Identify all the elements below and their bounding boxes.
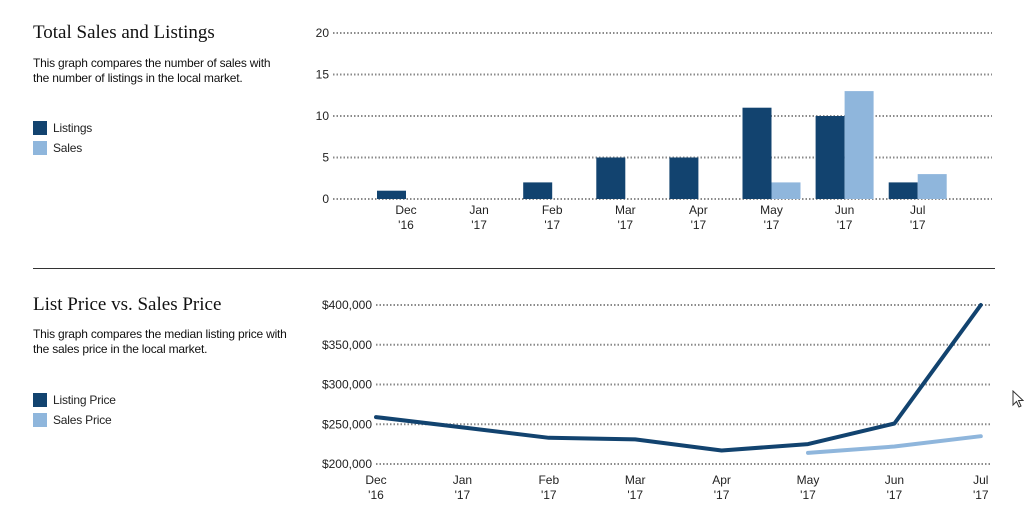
- bar-listings: [523, 182, 553, 199]
- section-divider: [33, 268, 995, 269]
- price-section: List Price vs. Sales Price This graph co…: [0, 270, 1024, 507]
- legend-item-listing-price: Listing Price: [33, 390, 116, 410]
- bar-sales: [917, 174, 947, 199]
- line-x-tick-label: Jun: [885, 473, 904, 487]
- legend-item-sales-price: Sales Price: [33, 410, 116, 430]
- price-title: List Price vs. Sales Price: [33, 294, 222, 315]
- legend-label-sales-price: Sales Price: [53, 413, 112, 427]
- line-x-tick-label: May: [797, 473, 820, 487]
- price-line-chart: $200,000 $250,000 $300,000 $350,000 $400,000…: [322, 298, 990, 502]
- price-legend: Listing Price Sales Price: [33, 390, 116, 430]
- line-y-tick-label: $400,000: [322, 298, 372, 312]
- legend-swatch-sales-price: [33, 413, 47, 427]
- legend-label-sales: Sales: [53, 141, 83, 155]
- bar-x-tick-label: Jul: [910, 203, 925, 217]
- bar-sales: [844, 91, 874, 199]
- line-x-tick-label: Jan: [453, 473, 472, 487]
- sales-listings-description: This graph compares the number of sales …: [33, 56, 271, 85]
- legend-item-sales: Sales: [33, 138, 92, 158]
- bar-sales: [771, 182, 801, 199]
- line-x-tick-label-year: '17: [627, 488, 643, 502]
- line-y-tick-label: $350,000: [322, 338, 372, 352]
- bar-x-tick-label-year: '17: [617, 218, 633, 232]
- line-series-sales-price: [806, 434, 983, 455]
- line-x-tick-label: Dec: [365, 473, 386, 487]
- legend-swatch-listing-price: [33, 393, 47, 407]
- line-x-tick-label: Mar: [625, 473, 646, 487]
- legend-swatch-listings: [33, 121, 47, 135]
- bar-listings: [669, 157, 699, 199]
- line-y-tick-label: $300,000: [322, 378, 372, 392]
- mouse-cursor-icon: [1012, 390, 1024, 408]
- bar-x-tick-label: Jun: [835, 203, 854, 217]
- bar-x-tick-label-year: '17: [691, 218, 707, 232]
- bar-listings: [596, 157, 626, 199]
- bar-y-tick-label: 5: [322, 151, 329, 165]
- bar-x-tick-label-year: '17: [910, 218, 926, 232]
- legend-swatch-sales: [33, 141, 47, 155]
- line-x-tick-label-year: '17: [714, 488, 730, 502]
- line-x-tick-label-year: '17: [541, 488, 557, 502]
- bar-x-tick-label-year: '16: [398, 218, 414, 232]
- bar-x-tick-label-year: '17: [837, 218, 853, 232]
- line-x-tick-label: Feb: [538, 473, 559, 487]
- bar-listings: [815, 116, 845, 199]
- line-y-tick-label: $250,000: [322, 417, 372, 431]
- line-x-tick-label-year: '17: [887, 488, 903, 502]
- bar-x-tick-label: Apr: [689, 203, 708, 217]
- legend-label-listing-price: Listing Price: [53, 393, 116, 407]
- legend-item-listings: Listings: [33, 118, 92, 138]
- bar-listings: [742, 107, 772, 199]
- sales-listings-legend: Listings Sales: [33, 118, 92, 158]
- price-description: This graph compares the median listing p…: [33, 327, 287, 356]
- bar-y-tick-label: 15: [316, 68, 330, 82]
- bar-x-tick-label-year: '17: [544, 218, 560, 232]
- line-x-tick-label-year: '17: [455, 488, 471, 502]
- bar-x-tick-label: Dec: [395, 203, 416, 217]
- bar-y-tick-label: 10: [316, 109, 330, 123]
- bar-listings: [888, 182, 918, 199]
- bar-x-tick-label-year: '17: [471, 218, 487, 232]
- sales-listings-section: Total Sales and Listings This graph comp…: [33, 22, 992, 232]
- bar-listings: [377, 190, 406, 199]
- bar-y-tick-label: 20: [316, 26, 330, 40]
- sales-listings-bar-chart: 05101520Dec'16Jan'17Feb'17Mar'17Apr'17Ma…: [316, 26, 992, 232]
- line-x-tick-label-year: '16: [368, 488, 384, 502]
- line-x-tick-label-year: '17: [800, 488, 816, 502]
- bar-y-tick-label: 0: [322, 192, 329, 206]
- sales-listings-title: Total Sales and Listings: [33, 22, 215, 43]
- bar-x-tick-label-year: '17: [764, 218, 780, 232]
- bar-x-tick-label: Jan: [469, 203, 488, 217]
- legend-label-listings: Listings: [53, 121, 93, 135]
- line-x-tick-label: Jul: [973, 473, 988, 487]
- bar-x-tick-label: May: [760, 203, 783, 217]
- line-series-listing-price: [374, 303, 983, 453]
- bar-x-tick-label: Feb: [542, 203, 563, 217]
- bar-x-tick-label: Mar: [615, 203, 636, 217]
- line-y-tick-label: $200,000: [322, 457, 372, 471]
- line-x-tick-label: Apr: [712, 473, 731, 487]
- line-x-tick-label-year: '17: [973, 488, 989, 502]
